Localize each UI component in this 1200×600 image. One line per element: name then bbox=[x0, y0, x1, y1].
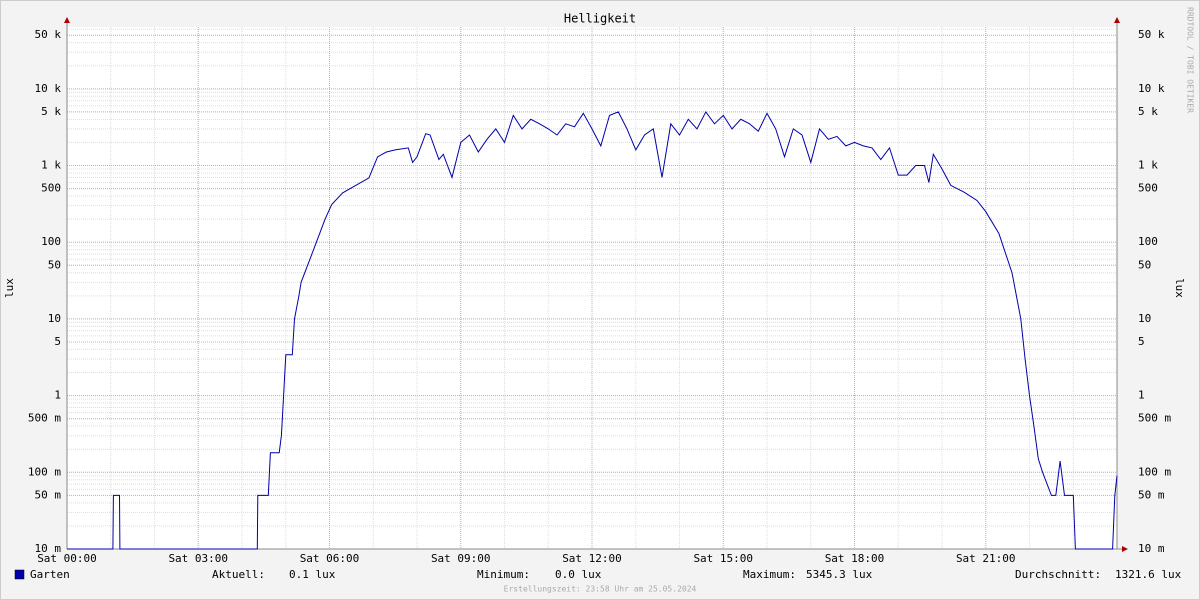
y-tick-label-right: 10 bbox=[1138, 312, 1151, 325]
x-tick-label: Sat 09:00 bbox=[431, 552, 491, 565]
x-tick-label: Sat 06:00 bbox=[300, 552, 360, 565]
y-tick-label-right: 1 bbox=[1138, 389, 1145, 402]
x-tick-label: Sat 15:00 bbox=[693, 552, 753, 565]
stat-label: Maximum: bbox=[743, 568, 796, 581]
y-tick-label: 10 m bbox=[35, 542, 62, 555]
y-tick-label: 1 k bbox=[41, 159, 61, 172]
stat-value: 0.1 lux bbox=[289, 568, 336, 581]
y-axis-label-right: lux bbox=[1173, 278, 1186, 298]
watermark: RRDTOOL / TOBI OETIKER bbox=[1186, 7, 1195, 113]
y-tick-label-right: 500 bbox=[1138, 182, 1158, 195]
y-tick-label-right: 50 k bbox=[1138, 28, 1165, 41]
y-tick-label: 50 k bbox=[35, 28, 62, 41]
y-tick-label-right: 10 k bbox=[1138, 82, 1165, 95]
y-tick-label-right: 50 m bbox=[1138, 488, 1165, 501]
stat-value: 5345.3 lux bbox=[806, 568, 873, 581]
y-tick-label: 100 bbox=[41, 235, 61, 248]
stat-label: Minimum: bbox=[477, 568, 530, 581]
stat-label: Durchschnitt: bbox=[1015, 568, 1101, 581]
y-tick-label: 50 bbox=[48, 258, 61, 271]
y-tick-label: 5 k bbox=[41, 105, 61, 118]
y-tick-label: 500 bbox=[41, 182, 61, 195]
y-tick-label-right: 5 bbox=[1138, 335, 1145, 348]
y-tick-label-right: 1 k bbox=[1138, 159, 1158, 172]
y-tick-label-right: 500 m bbox=[1138, 412, 1171, 425]
y-tick-label-right: 100 m bbox=[1138, 465, 1171, 478]
y-tick-label: 50 m bbox=[35, 488, 62, 501]
axis-arrow bbox=[1122, 546, 1128, 552]
y-tick-label: 10 bbox=[48, 312, 61, 325]
x-tick-label: Sat 12:00 bbox=[562, 552, 622, 565]
x-tick-label: Sat 21:00 bbox=[956, 552, 1016, 565]
chart-title: Helligkeit bbox=[564, 12, 636, 26]
stat-label: Aktuell: bbox=[212, 568, 265, 581]
y-tick-label-right: 10 m bbox=[1138, 542, 1165, 555]
stat-value: 1321.6 lux bbox=[1115, 568, 1182, 581]
axis-arrow bbox=[64, 17, 70, 23]
axis-arrow bbox=[1114, 17, 1120, 23]
y-tick-label-right: 5 k bbox=[1138, 105, 1158, 118]
y-tick-label: 5 bbox=[54, 335, 61, 348]
x-tick-label: Sat 18:00 bbox=[825, 552, 885, 565]
legend-label: Garten bbox=[30, 568, 70, 581]
x-tick-label: Sat 00:00 bbox=[37, 552, 97, 565]
y-tick-label: 10 k bbox=[35, 82, 62, 95]
y-tick-label: 1 bbox=[54, 389, 61, 402]
legend-swatch bbox=[14, 569, 25, 580]
y-tick-label-right: 50 bbox=[1138, 258, 1151, 271]
y-tick-label: 500 m bbox=[28, 412, 61, 425]
footer: Erstellungszeit: 23:58 Uhr am 25.05.2024 bbox=[504, 585, 697, 594]
y-tick-label: 100 m bbox=[28, 465, 61, 478]
stat-value: 0.0 lux bbox=[555, 568, 602, 581]
y-tick-label-right: 100 bbox=[1138, 235, 1158, 248]
y-axis-label: lux bbox=[3, 278, 16, 298]
data-line bbox=[67, 110, 1118, 550]
x-tick-label: Sat 03:00 bbox=[168, 552, 228, 565]
